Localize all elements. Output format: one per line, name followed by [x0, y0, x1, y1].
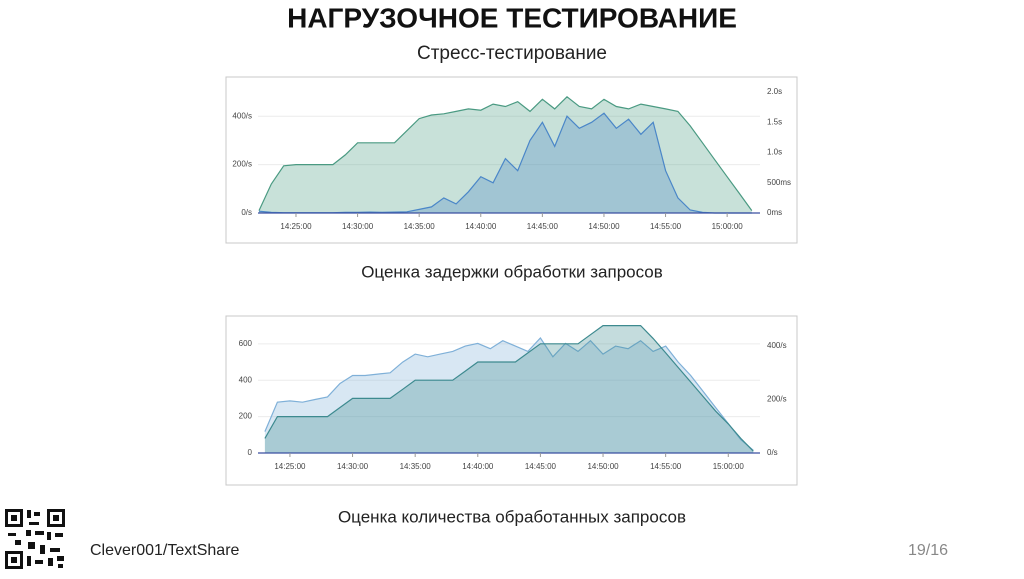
x-tick-label: 14:55:00 — [650, 222, 682, 231]
y-tick-label: 0 — [248, 448, 253, 457]
series-area — [264, 338, 754, 453]
series-line — [258, 96, 753, 211]
footer-source: Clever001/TextShare — [90, 542, 240, 559]
x-tick-label: 14:55:00 — [650, 462, 682, 471]
chart-caption: Оценка количества обработанных запросов — [338, 507, 686, 526]
qr-code — [4, 508, 66, 570]
y-tick-label: 200 — [239, 412, 253, 421]
series-line — [264, 325, 754, 452]
y2-tick-label: 500ms — [767, 178, 791, 187]
x-tick-label: 14:40:00 — [462, 462, 494, 471]
x-tick-label: 14:25:00 — [280, 222, 312, 231]
x-tick-label: 14:40:00 — [465, 222, 497, 231]
y2-tick-label: 0ms — [767, 208, 782, 217]
x-tick-label: 14:35:00 — [404, 222, 436, 231]
y-tick-label: 400 — [239, 375, 253, 384]
x-tick-label: 15:00:00 — [712, 222, 744, 231]
x-tick-label: 14:30:00 — [342, 222, 374, 231]
x-tick-label: 14:35:00 — [400, 462, 432, 471]
page-number: 19/16 — [908, 542, 948, 559]
chart-caption: Оценка задержки обработки запросов — [361, 262, 663, 281]
y-tick-label: 600 — [239, 339, 253, 348]
slide-subtitle: Стресс-тестирование — [417, 43, 607, 64]
y2-tick-label: 1.5s — [767, 117, 782, 126]
x-tick-label: 14:25:00 — [274, 462, 306, 471]
y2-tick-label: 400/s — [767, 341, 787, 350]
y2-tick-label: 2.0s — [767, 87, 782, 96]
y-tick-label: 0/s — [241, 208, 252, 217]
slide-title: НАГРУЗОЧНОЕ ТЕСТИРОВАНИЕ — [287, 2, 737, 33]
y-tick-label: 400/s — [232, 111, 252, 120]
x-tick-label: 14:45:00 — [527, 222, 559, 231]
y2-tick-label: 0/s — [767, 448, 778, 457]
series-area — [264, 325, 754, 453]
x-tick-label: 15:00:00 — [713, 462, 745, 471]
x-tick-label: 14:45:00 — [525, 462, 557, 471]
x-tick-label: 14:50:00 — [588, 222, 620, 231]
series-area — [259, 96, 752, 213]
y2-tick-label: 1.0s — [767, 148, 782, 157]
series-line — [264, 337, 754, 451]
y-tick-label: 200/s — [232, 160, 252, 169]
x-tick-label: 14:30:00 — [337, 462, 369, 471]
y2-tick-label: 200/s — [767, 395, 787, 404]
x-tick-label: 14:50:00 — [587, 462, 619, 471]
series-area — [259, 113, 752, 213]
